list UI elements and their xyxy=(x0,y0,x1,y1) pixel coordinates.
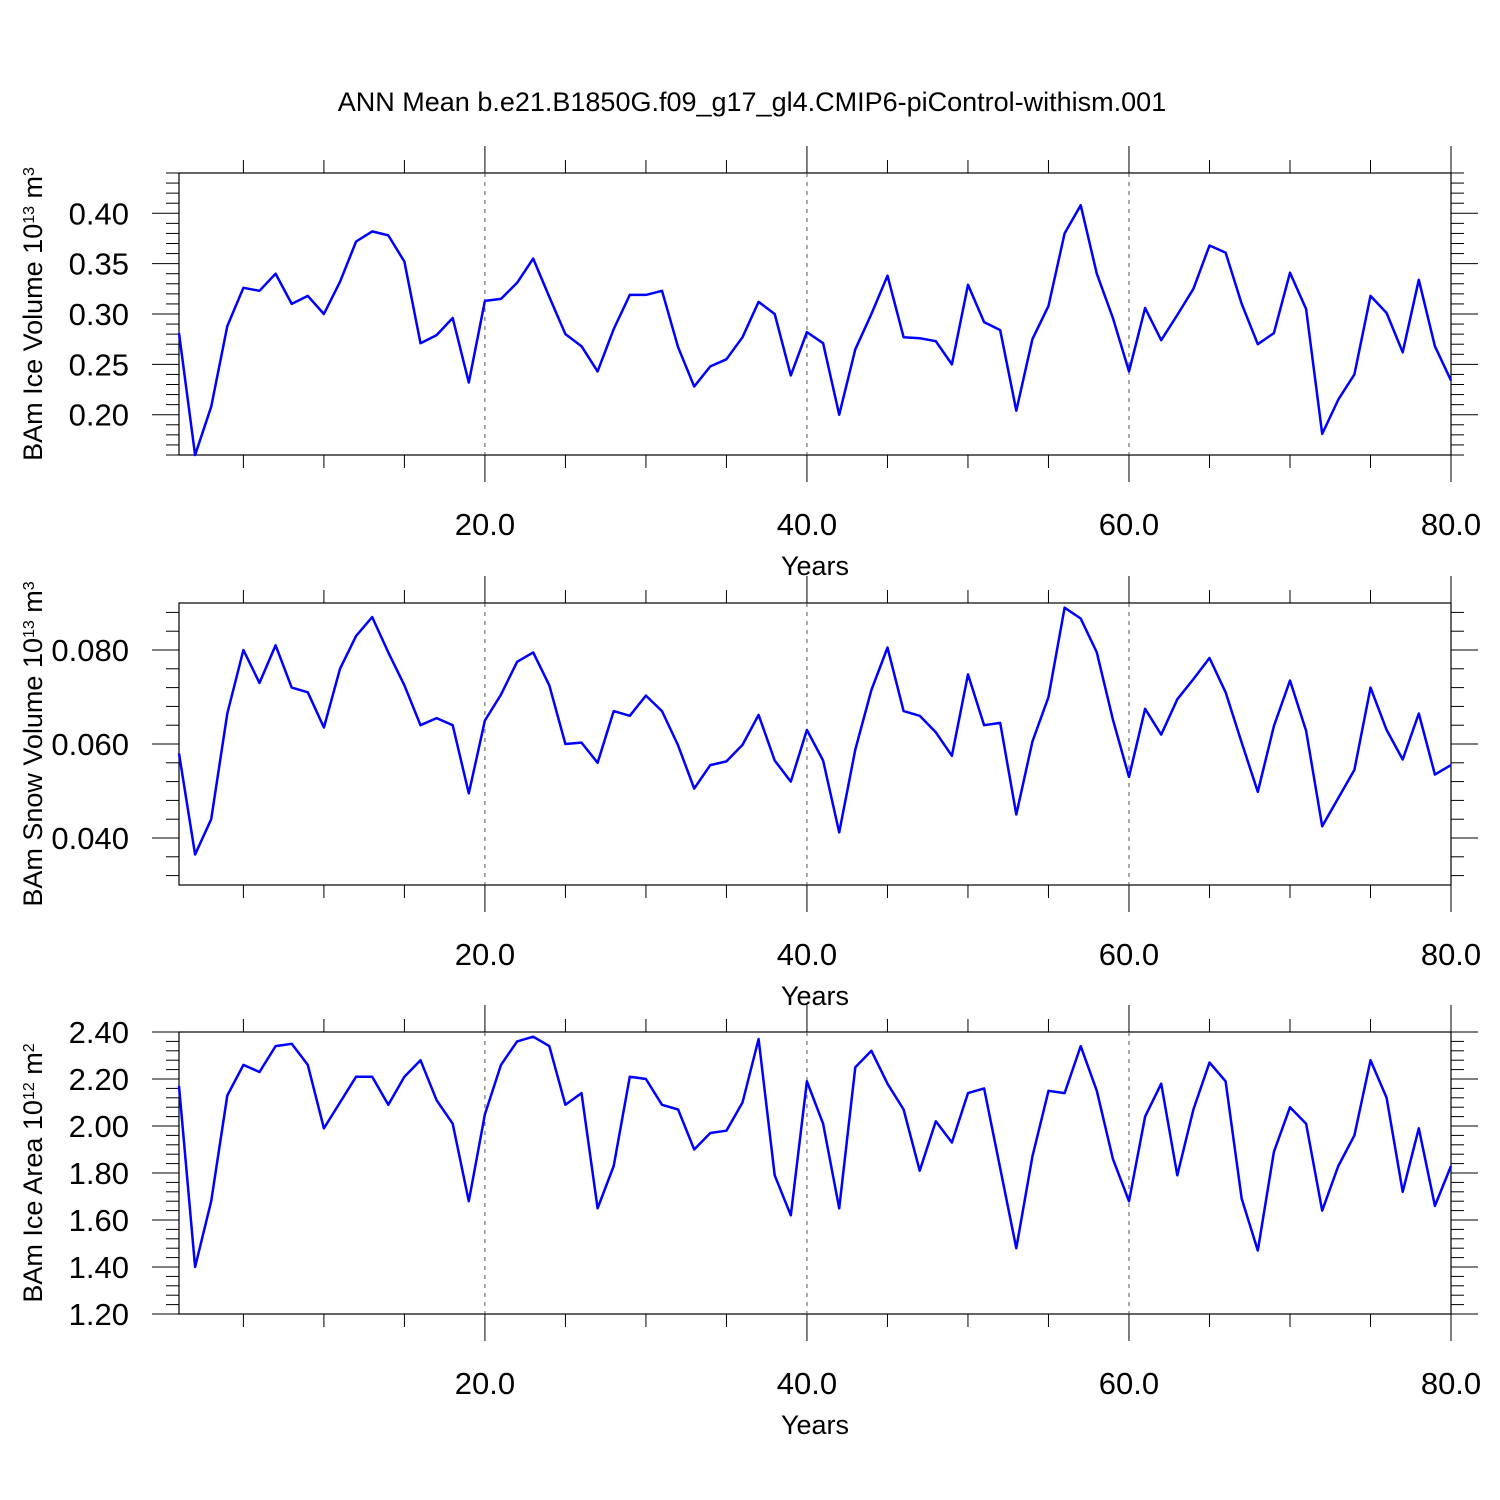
panel-3: 20.0 40.0 60.0 80.0 1.20 1.40 1.60 1.80 2.00 2.20… xyxy=(18,1005,1481,1440)
x-tick-label: 40.0 xyxy=(777,1366,837,1401)
chart-title: ANN Mean b.e21.B1850G.f09_g17_gl4.CMIP6-… xyxy=(338,87,1166,117)
y-tick-label: 0.35 xyxy=(69,247,129,282)
y-tick-label: 0.060 xyxy=(51,727,129,762)
y-axis-label: BAm Ice Volume 1013 m3 xyxy=(18,167,48,461)
y-tick-label: 1.60 xyxy=(69,1203,129,1238)
x-tick-label: 60.0 xyxy=(1099,937,1159,972)
x-tick-label: 40.0 xyxy=(777,507,837,542)
x-axis-label: Years xyxy=(781,551,849,581)
y-tick-label: 0.30 xyxy=(69,297,129,332)
y-tick-label: 1.20 xyxy=(69,1297,129,1332)
panel-1: 20.0 40.0 60.0 80.0 0.20 0.25 0.30 0.35 0.40 Year… xyxy=(18,146,1481,581)
x-tick-label: 20.0 xyxy=(455,1366,515,1401)
y-tick-label: 1.80 xyxy=(69,1156,129,1191)
series-line xyxy=(177,1035,1453,1269)
x-tick-label: 80.0 xyxy=(1421,1366,1481,1401)
x-axis-label: Years xyxy=(781,1410,849,1440)
series-line xyxy=(177,203,1453,457)
y-tick-label: 2.00 xyxy=(69,1109,129,1144)
x-tick-label: 20.0 xyxy=(455,937,515,972)
x-axis-label: Years xyxy=(781,981,849,1011)
y-tick-label: 2.40 xyxy=(69,1015,129,1050)
panel-2: 20.0 40.0 60.0 80.0 0.040 0.060 0.080 Years BAm … xyxy=(18,576,1481,1011)
x-tick-label: 20.0 xyxy=(455,507,515,542)
y-tick-label: 2.20 xyxy=(69,1062,129,1097)
x-tick-label: 40.0 xyxy=(777,937,837,972)
y-tick-label: 0.080 xyxy=(51,633,129,668)
y-axis-label: BAm Ice Area 1012 m2 xyxy=(18,1043,48,1302)
y-tick-label: 0.40 xyxy=(69,196,129,231)
x-tick-label: 60.0 xyxy=(1099,507,1159,542)
x-tick-label: 80.0 xyxy=(1421,937,1481,972)
y-tick-label: 1.40 xyxy=(69,1250,129,1285)
x-tick-label: 80.0 xyxy=(1421,507,1481,542)
y-tick-label: 0.040 xyxy=(51,821,129,856)
plot-frame xyxy=(178,1031,1452,1315)
series-line xyxy=(177,606,1452,856)
plot-frame xyxy=(178,172,1452,456)
y-axis-label: BAm Snow Volume 1013 m3 xyxy=(18,581,48,906)
x-tick-label: 60.0 xyxy=(1099,1366,1159,1401)
y-tick-label: 0.25 xyxy=(69,347,129,382)
y-tick-label: 0.20 xyxy=(69,398,129,433)
